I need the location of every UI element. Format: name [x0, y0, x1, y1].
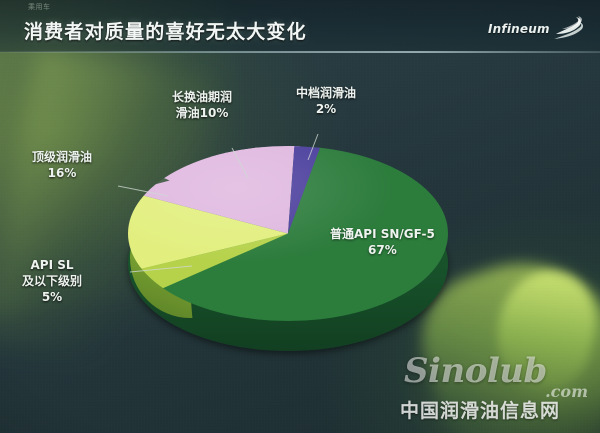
callout-label-api-sl: API SL 及以下级别 5%: [22, 258, 82, 305]
callout-label-mid-grade: 中档润滑油 2%: [296, 86, 356, 118]
callout-long-drain-line2: 滑油10%: [175, 105, 229, 120]
page-title: 消费者对质量的喜好无太大变化: [24, 21, 307, 43]
callout-standard-api-line1: 普通API SN/GF-5: [330, 227, 435, 241]
callout-mid-grade-value: 2%: [315, 101, 337, 116]
callout-standard-api-value: 67%: [368, 242, 397, 257]
callout-api-sl-value: 5%: [41, 289, 63, 304]
leader-line-long-drain: [231, 147, 249, 179]
leader-line-api-sl: [129, 265, 193, 273]
callout-premium-line1: 顶级润滑油: [32, 150, 93, 164]
callout-long-drain-line1: 长换油期润: [172, 90, 233, 104]
leader-line-mid-grade: [307, 133, 319, 161]
callout-mid-grade-line1: 中档润滑油: [296, 86, 357, 100]
callout-label-long-drain: 长换油期润 滑油10%: [172, 90, 232, 122]
infineum-logo: Infineum: [488, 14, 586, 42]
callout-api-sl-line2: 及以下级别: [22, 273, 83, 288]
infineum-swoosh-icon: [554, 16, 583, 39]
callout-label-premium: 顶级润滑油 16%: [32, 150, 92, 182]
header-divider-rule: [0, 51, 600, 53]
leader-line-premium: [117, 185, 169, 197]
callout-premium-value: 16%: [47, 165, 77, 180]
logo-wordmark: Infineum: [488, 22, 550, 36]
pie-top-face: [128, 146, 448, 321]
callout-label-standard-api: 普通API SN/GF-5 67%: [330, 227, 435, 259]
header-eyebrow-label: 乘用车: [28, 3, 51, 11]
slide-header-bar: [0, 0, 600, 52]
callout-api-sl-line1: API SL: [30, 258, 74, 272]
